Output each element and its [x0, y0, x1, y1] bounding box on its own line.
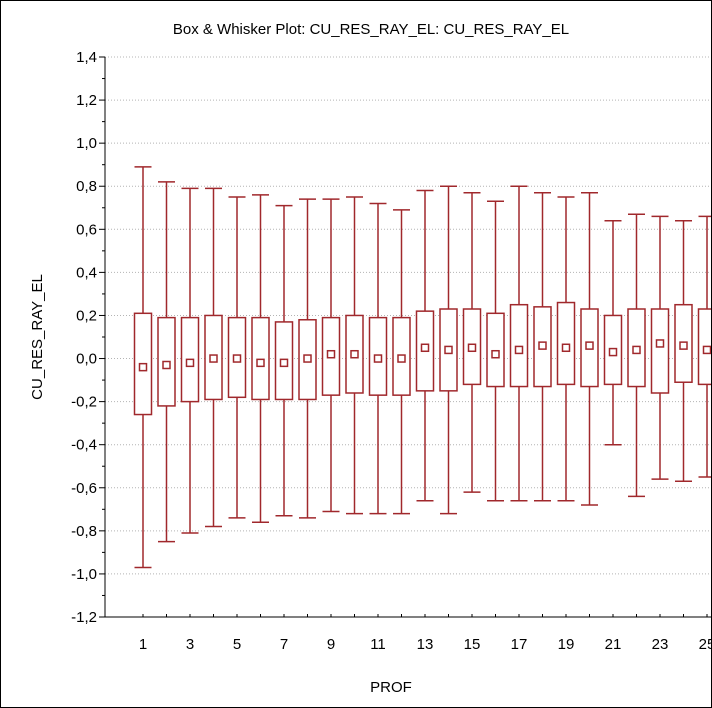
- box-iqr: [556, 301, 576, 386]
- x-tick-label: 25: [699, 636, 711, 653]
- box-group: [157, 181, 176, 543]
- box-group: [650, 215, 670, 480]
- median-marker: [632, 345, 641, 355]
- x-tick-label: 3: [186, 636, 194, 653]
- box-group: [439, 185, 458, 515]
- y-tick-label: -0,6: [71, 480, 97, 497]
- median-marker: [162, 360, 171, 370]
- boxes-layer: [133, 166, 711, 569]
- median-marker: [279, 358, 289, 368]
- x-tick-label: 17: [511, 636, 528, 653]
- median-marker: [232, 354, 242, 363]
- box-group: [627, 213, 646, 498]
- box-group: [697, 215, 711, 478]
- chart-title: Box & Whisker Plot: CU_RES_RAY_EL: CU_RE…: [173, 21, 569, 38]
- median-marker: [608, 347, 618, 357]
- box-group: [133, 166, 153, 569]
- y-tick-label: 1,2: [76, 92, 97, 109]
- box-group: [674, 219, 693, 483]
- y-tick-label: -0,8: [71, 523, 97, 540]
- median-marker: [702, 345, 711, 355]
- median-marker: [209, 354, 218, 363]
- y-tick-label: 1,0: [76, 135, 97, 152]
- y-tick-label: 0,2: [76, 307, 97, 324]
- box-group: [603, 219, 623, 446]
- box-group: [274, 204, 294, 517]
- median-marker: [444, 345, 453, 355]
- box-group: [392, 209, 411, 515]
- x-tick-label: 11: [370, 636, 386, 653]
- median-marker: [538, 341, 547, 350]
- box-group: [415, 189, 435, 502]
- median-marker: [679, 341, 688, 350]
- box-group: [509, 185, 529, 502]
- y-axis-label: CU_RES_RAY_EL: [29, 274, 46, 400]
- box-group: [227, 196, 247, 519]
- box-group: [486, 200, 505, 502]
- x-tick-label: 5: [233, 636, 241, 653]
- median-marker: [138, 362, 148, 372]
- median-marker: [585, 341, 594, 350]
- median-marker: [561, 343, 571, 353]
- box-group: [345, 196, 364, 515]
- median-marker: [350, 349, 359, 359]
- box-iqr: [650, 308, 670, 394]
- box-group: [368, 202, 388, 515]
- box-iqr: [251, 316, 270, 401]
- x-tick-label: 23: [652, 636, 669, 653]
- median-marker: [397, 354, 406, 363]
- x-axis-label: PROF: [370, 679, 412, 696]
- y-tick-label: -1,0: [71, 566, 97, 583]
- y-tick-label: 0,8: [76, 178, 97, 195]
- x-tick-label: 21: [605, 636, 622, 653]
- median-marker: [420, 343, 430, 353]
- median-marker: [256, 358, 265, 368]
- x-tick-label: 19: [558, 636, 575, 653]
- box-group: [533, 191, 552, 502]
- y-tick-label: 0,0: [76, 351, 97, 368]
- y-tick-label: -1,2: [71, 609, 97, 626]
- y-tick-label: 0,4: [76, 264, 97, 281]
- box-group: [204, 187, 223, 528]
- box-iqr: [486, 312, 505, 388]
- y-tick-label: 0,6: [76, 221, 97, 238]
- y-tick-label: -0,2: [71, 394, 97, 411]
- median-marker: [373, 354, 383, 363]
- box-iqr: [509, 303, 529, 388]
- x-axis: 135791113151719212325: [105, 614, 711, 653]
- x-tick-label: 9: [327, 636, 335, 653]
- y-tick-label: 1,4: [76, 49, 97, 66]
- median-marker: [491, 349, 500, 359]
- median-marker: [655, 339, 665, 348]
- x-tick-label: 13: [417, 636, 434, 653]
- x-tick-label: 15: [464, 636, 481, 653]
- median-marker: [514, 345, 524, 355]
- box-group: [556, 196, 576, 502]
- median-marker: [185, 358, 195, 368]
- box-group: [580, 191, 599, 506]
- y-axis: -1,2 -1,0 -0,8 -0,6 -0,4 -0,2 0,0 0,2 0,4 0,6 0,8 1…: [71, 49, 106, 626]
- box-group: [180, 187, 200, 534]
- x-tick-label: 7: [280, 636, 288, 653]
- y-tick-label: -0,4: [71, 437, 97, 454]
- box-group: [462, 191, 482, 493]
- box-group: [251, 194, 270, 523]
- median-marker: [326, 349, 336, 359]
- median-marker: [303, 354, 312, 363]
- median-marker: [467, 343, 477, 353]
- box-group: [298, 198, 317, 519]
- box-group: [321, 198, 341, 513]
- x-tick-label: 1: [139, 636, 147, 653]
